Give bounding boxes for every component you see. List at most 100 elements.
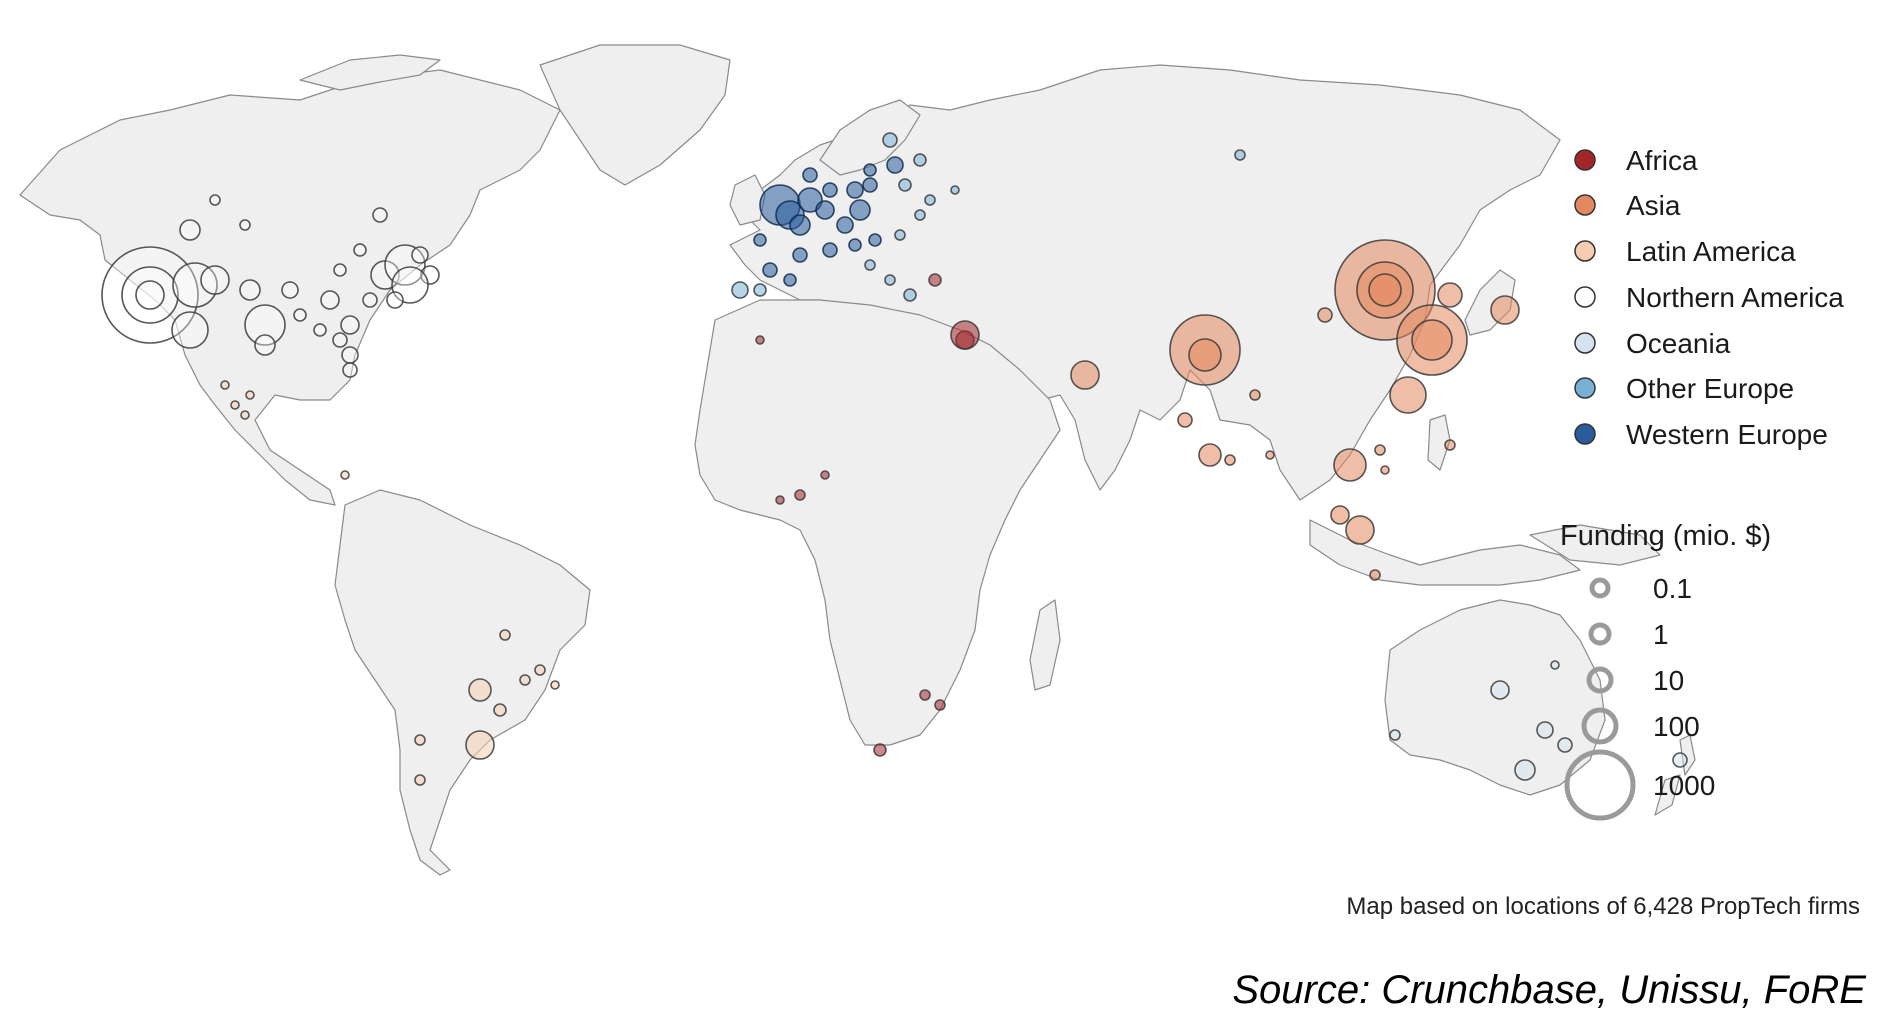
legend-label-asia: Asia [1626,190,1681,221]
indonesia-land [1309,519,1581,586]
firm-bubble-other-europe [924,194,936,206]
legend-swatch-oceania [1574,332,1596,354]
firm-bubble-western-europe [789,214,811,236]
legend-swatch-asia [1574,194,1596,216]
firm-bubble-africa [873,743,887,757]
firm-bubble-northern-america [341,346,359,364]
funding-size-circle-1000 [1564,749,1636,821]
firm-bubble-northern-america [420,265,440,285]
firm-bubble-northern-america [411,246,429,264]
firm-bubble-northern-america [332,332,348,348]
firm-bubble-asia [1345,515,1375,545]
legend-label-africa: Africa [1626,145,1698,176]
south-america-land [334,489,591,876]
firm-bubble-other-europe [914,209,926,221]
firm-bubble-western-europe [802,167,818,183]
legend-swatch-northern-america [1574,286,1596,308]
firm-bubble-northern-america [135,280,165,310]
firm-bubble-other-europe [950,185,960,195]
firm-bubble-asia [1249,389,1261,401]
firm-bubble-asia [1389,376,1427,414]
madagascar-land [1029,599,1061,691]
firm-bubble-northern-america [333,263,347,277]
firm-bubble-northern-america [320,290,340,310]
firm-bubble-other-europe [1234,149,1246,161]
firm-bubble-northern-america [281,281,299,299]
funding-size-label-0.1: 0.1 [1653,573,1692,604]
firm-bubble-western-europe [822,182,838,198]
firm-bubble-latin-america [414,774,426,786]
firm-bubble-asia [1369,569,1381,581]
firm-bubble-northern-america [372,207,388,223]
firm-bubble-latin-america [534,664,546,676]
scandinavia-land [819,99,921,176]
new-zealand-south-land [1654,774,1681,816]
legend-swatch-africa [1574,149,1596,171]
firm-bubble-western-europe [886,156,904,174]
funding-legend-title: Funding (mio. $) [1560,520,1771,552]
land-layer [19,44,1696,876]
funding-size-label-1000: 1000 [1653,770,1715,801]
legend-label-other-europe: Other Europe [1626,373,1794,404]
firm-bubble-latin-america [519,674,531,686]
firm-bubble-asia [1070,360,1100,390]
firm-bubble-asia [1317,307,1333,323]
firm-bubble-latin-america [240,410,250,420]
firm-bubble-latin-america [245,390,255,400]
firm-bubble-latin-america [493,703,507,717]
legend-label-latin-america: Latin America [1626,236,1796,267]
firm-bubble-latin-america [550,680,560,690]
firm-bubble-asia [1330,505,1350,525]
firm-bubble-western-europe [868,233,882,247]
firm-bubble-western-europe [783,273,797,287]
source-caption: Source: Crunchbase, Unissu, FoRE [1232,968,1866,1012]
firm-bubble-asia [1224,454,1236,466]
firm-bubble-asia [1368,273,1402,307]
firm-bubble-other-europe [894,229,906,241]
firm-bubble-latin-america [414,734,426,746]
funding-size-label-1: 1 [1653,619,1669,650]
firm-bubble-other-europe [731,281,749,299]
firm-bubble-western-europe [815,200,835,220]
firm-bubble-other-europe [882,132,898,148]
firm-bubble-northern-america [353,243,367,257]
firm-bubble-oceania [1490,680,1510,700]
uk-land [729,174,766,226]
legend-swatch-other-europe [1574,377,1596,399]
firm-bubble-western-europe [797,187,823,213]
arctic-islands-land [299,54,441,91]
firm-bubble-northern-america [172,262,218,308]
firm-bubble-latin-america [499,629,511,641]
new-guinea-land [1529,524,1661,566]
firm-bubble-other-europe [903,288,917,302]
firm-bubble-northern-america [239,219,251,231]
firm-bubble-western-europe [762,262,778,278]
firm-bubble-other-europe [898,178,912,192]
firm-bubble-western-europe [822,242,838,258]
firm-bubble-oceania [1550,660,1560,670]
firm-bubble-northern-america [386,291,404,309]
firm-bubble-western-europe [863,163,877,177]
greenland-land [539,44,731,186]
legend-label-northern-america: Northern America [1626,282,1844,313]
region-legend: Africa Asia Latin America Northern Ameri… [1574,145,1844,450]
legend-swatch-western-europe [1574,423,1596,445]
firm-bubble-latin-america [220,380,230,390]
firm-bubble-other-europe [913,153,927,167]
firm-bubble-other-europe [884,274,896,286]
firm-bubble-northern-america [121,266,179,324]
firm-bubble-oceania [1672,752,1688,768]
funding-size-circle-100 [1581,707,1619,745]
firm-bubble-africa [919,689,931,701]
firm-bubble-other-europe [753,283,767,297]
firm-bubble-northern-america [362,292,378,308]
map-note: Map based on locations of 6,428 PropTech… [1346,893,1860,920]
firm-bubble-asia [1374,444,1386,456]
firm-bubble-asia [1265,450,1275,460]
africa-land [694,299,1061,746]
firm-bubble-northern-america [171,311,209,349]
firm-bubble-western-europe [862,177,878,193]
firm-bubble-asia [1411,319,1453,361]
firm-bubble-western-europe [753,233,767,247]
firm-bubble-africa [950,320,980,350]
